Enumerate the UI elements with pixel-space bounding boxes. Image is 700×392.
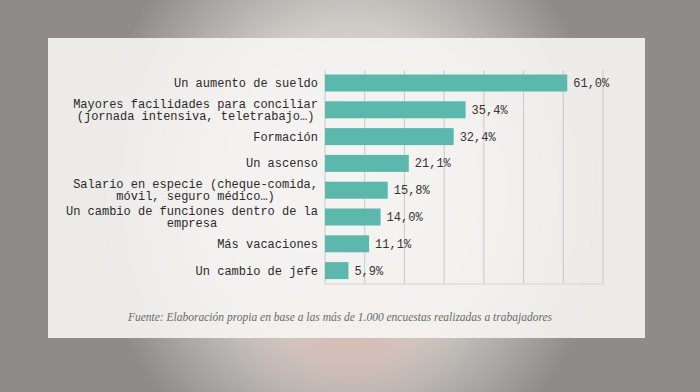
x-axis-line xyxy=(325,284,603,285)
label-line: Formación xyxy=(253,131,318,145)
label-line: móvil, seguro médico…) xyxy=(116,190,274,204)
grid-line xyxy=(483,70,484,284)
grid-line xyxy=(563,70,564,284)
grid-line xyxy=(603,70,604,284)
label-line: empresa xyxy=(167,217,217,231)
category-label: Mayores facilidades para conciliar(jorna… xyxy=(73,98,318,125)
category-label: Formación xyxy=(253,131,318,145)
data-label: 11,1% xyxy=(375,238,412,252)
data-label: 61,0% xyxy=(573,77,610,91)
category-label: Un ascenso xyxy=(246,157,318,171)
label-line: Un ascenso xyxy=(246,157,318,171)
data-label: 15,8% xyxy=(394,184,431,198)
label-line: Un aumento de sueldo xyxy=(174,77,318,91)
source: Fuente: Elaboración propia en base a las… xyxy=(127,311,553,324)
label-line: Más vacaciones xyxy=(217,238,318,252)
bar xyxy=(325,101,466,118)
data-label: 5,9% xyxy=(354,265,384,279)
bars xyxy=(325,75,567,280)
grid xyxy=(325,70,603,284)
chart: 61,0% 35,4% 32,4% 21,1% 15,8% 14,0% 11,1% 5,9% U… xyxy=(0,0,700,392)
data-label: 35,4% xyxy=(472,104,509,118)
data-label: 14,0% xyxy=(387,211,424,225)
category-label: Un cambio de funciones dentro de laempre… xyxy=(66,205,318,232)
bar xyxy=(325,155,409,172)
data-label: 32,4% xyxy=(460,131,497,145)
bar xyxy=(325,75,567,92)
category-label: Más vacaciones xyxy=(217,238,318,252)
label-line: Un cambio de jefe xyxy=(196,265,318,279)
label-line: (jornada intensiva, teletrabajo…) xyxy=(77,110,315,124)
bar xyxy=(325,235,369,252)
data-label: 21,1% xyxy=(415,157,452,171)
category-label: Un aumento de sueldo xyxy=(174,77,318,91)
bar xyxy=(325,128,454,145)
grid-line xyxy=(523,70,524,284)
bar xyxy=(325,182,388,199)
category-label: Salario en especie (cheque-comida,móvil,… xyxy=(73,178,318,205)
bar xyxy=(325,262,348,279)
category-label: Un cambio de jefe xyxy=(196,265,318,279)
bar xyxy=(325,209,381,226)
